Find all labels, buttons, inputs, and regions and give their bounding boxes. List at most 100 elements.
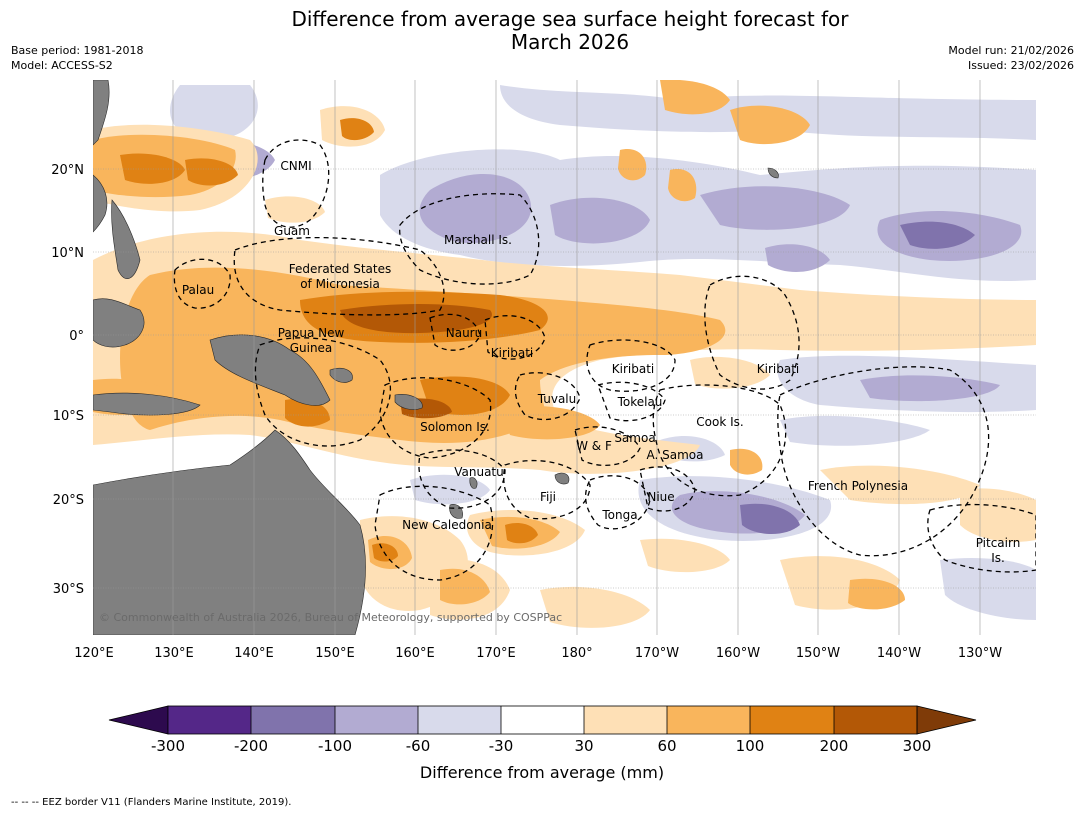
title-line-1: Difference from average sea surface heig… [291,7,849,31]
label-fsm-2: of Micronesia [300,277,380,291]
label-samoa: Samoa [614,431,655,445]
colorbar-tick-1: -300 [151,737,185,755]
fiji-land [554,472,570,485]
lon-label-180: 180° [561,646,592,661]
graticule [93,168,1036,589]
label-png-2: Guinea [290,341,333,355]
colorbar-segment-7 [667,706,750,734]
label-marshall: Marshall Is. [444,233,512,247]
lon-label-120e: 120°E [74,646,114,661]
colorbar-segment-2 [251,706,335,734]
solomon-land [394,394,423,410]
lon-label-170e: 170°E [476,646,516,661]
colorbar-tick-3: -100 [318,737,352,755]
lon-label-150w: 150°W [796,646,840,661]
base-period: Base period: 1981-2018 [11,44,144,57]
colorbar-segment-4 [418,706,501,734]
meta-left: Base period: 1981-2018 Model: ACCESS-S2 [11,43,143,73]
new-guinea-land [209,334,331,406]
colorbar-tick-2: -200 [234,737,268,755]
label-kiribati-w: Kiribati [491,346,533,360]
eez-cnmi-guam [262,139,330,228]
label-png-1: Papua New [278,326,345,340]
title-line-2: March 2026 [510,30,630,54]
lon-label-160e: 160°E [395,646,435,661]
vanuatu-land [469,477,478,489]
label-cook: Cook Is. [696,415,743,429]
colorbar-segment-1 [168,706,251,734]
eez-tonga [584,475,651,530]
taiwan-philippines-land [93,174,108,233]
model-run: Model run: 21/02/2026 [948,44,1074,57]
lon-label-170w: 170°W [635,646,679,661]
colorbar-tick-labels: -300 -200 -100 -60 -30 30 60 100 200 300 [151,737,931,755]
label-wallis-futuna: W & F [576,439,612,453]
colorbar-outline [167,705,918,735]
eez-tokelau [597,381,666,422]
lon-label-130w: 130°W [958,646,1002,661]
eez-nauru [429,313,481,351]
lon-label-140e: 140°E [234,646,274,661]
eez-kiribati-e [704,275,800,390]
eez-cook [652,384,787,497]
label-fiji: Fiji [540,490,556,504]
colorbar-over-arrow [916,705,977,735]
asia-land [93,80,110,146]
label-niue: Niue [647,490,674,504]
colorbar-tick-6: 30 [574,737,593,755]
label-guam: Guam [274,224,310,238]
eez-marshall [399,193,540,285]
philippines-land [111,199,141,279]
label-nauru: Nauru [446,326,482,340]
model-name: Model: ACCESS-S2 [11,59,113,72]
lat-label-10s: 10°S [53,409,84,424]
colorbar-segment-neutral [501,706,584,734]
lat-label-0: 0° [69,329,84,344]
eez-fiji [503,459,591,520]
region-labels: CNMI Guam Marshall Is. Federated States … [182,159,1020,565]
australia-land [93,429,366,635]
lat-label-20s: 20°S [53,493,84,508]
lat-label-30s: 30°S [53,582,84,597]
eez-pitcairn [927,503,1036,573]
label-american-samoa: A. Samoa [647,448,704,462]
label-fsm-1: Federated States [289,262,391,276]
eez-borders [173,139,1036,581]
colorbar-tick-10: 300 [903,737,932,755]
lat-label-20n: 20°N [51,163,84,178]
latitude-labels: 20°N 10°N 0° 10°S 20°S 30°S [51,163,84,597]
eez-niue [639,466,696,512]
eez-new-caledonia [374,485,494,581]
colorbar-segment-9 [834,706,917,734]
colorbar: -300 -200 -100 -60 -30 30 60 100 200 300… [108,705,977,782]
label-french-polynesia: French Polynesia [808,479,908,493]
longitude-labels: 120°E 130°E 140°E 150°E 160°E 170°E 180°… [74,646,1002,661]
label-tonga: Tonga [601,508,637,522]
colorbar-tick-9: 200 [820,737,849,755]
eez-fsm [233,236,445,316]
lat-label-10n: 10°N [51,246,84,261]
issued-date: Issued: 23/02/2026 [967,59,1074,72]
colorbar-tick-7: 60 [657,737,676,755]
colorbar-segment-8 [750,706,834,734]
eez-palau [173,258,231,309]
eez-tuvalu [514,372,581,421]
eez-kiribati-c [586,339,676,392]
colorbar-title: Difference from average (mm) [420,763,664,782]
meridians [172,80,981,635]
new-britain-land [329,368,353,383]
eez-png [254,337,392,447]
eez-footnote: -- -- -- EEZ border V11 (Flanders Marine… [11,797,292,808]
copyright-notice: © Commonwealth of Australia 2026, Bureau… [99,611,562,624]
label-tuvalu: Tuvalu [537,392,577,406]
map-area: CNMI Guam Marshall Is. Federated States … [93,80,1036,635]
lon-label-150e: 150°E [315,646,355,661]
colorbar-segment-6 [584,706,667,734]
negative-anomaly-regions [170,85,1036,620]
eez-samoa-wf [574,426,641,466]
lon-label-130e: 130°E [154,646,194,661]
label-vanuatu: Vanuatu [454,465,504,479]
lon-label-160w: 160°W [716,646,760,661]
eez-vanuatu [418,449,506,509]
